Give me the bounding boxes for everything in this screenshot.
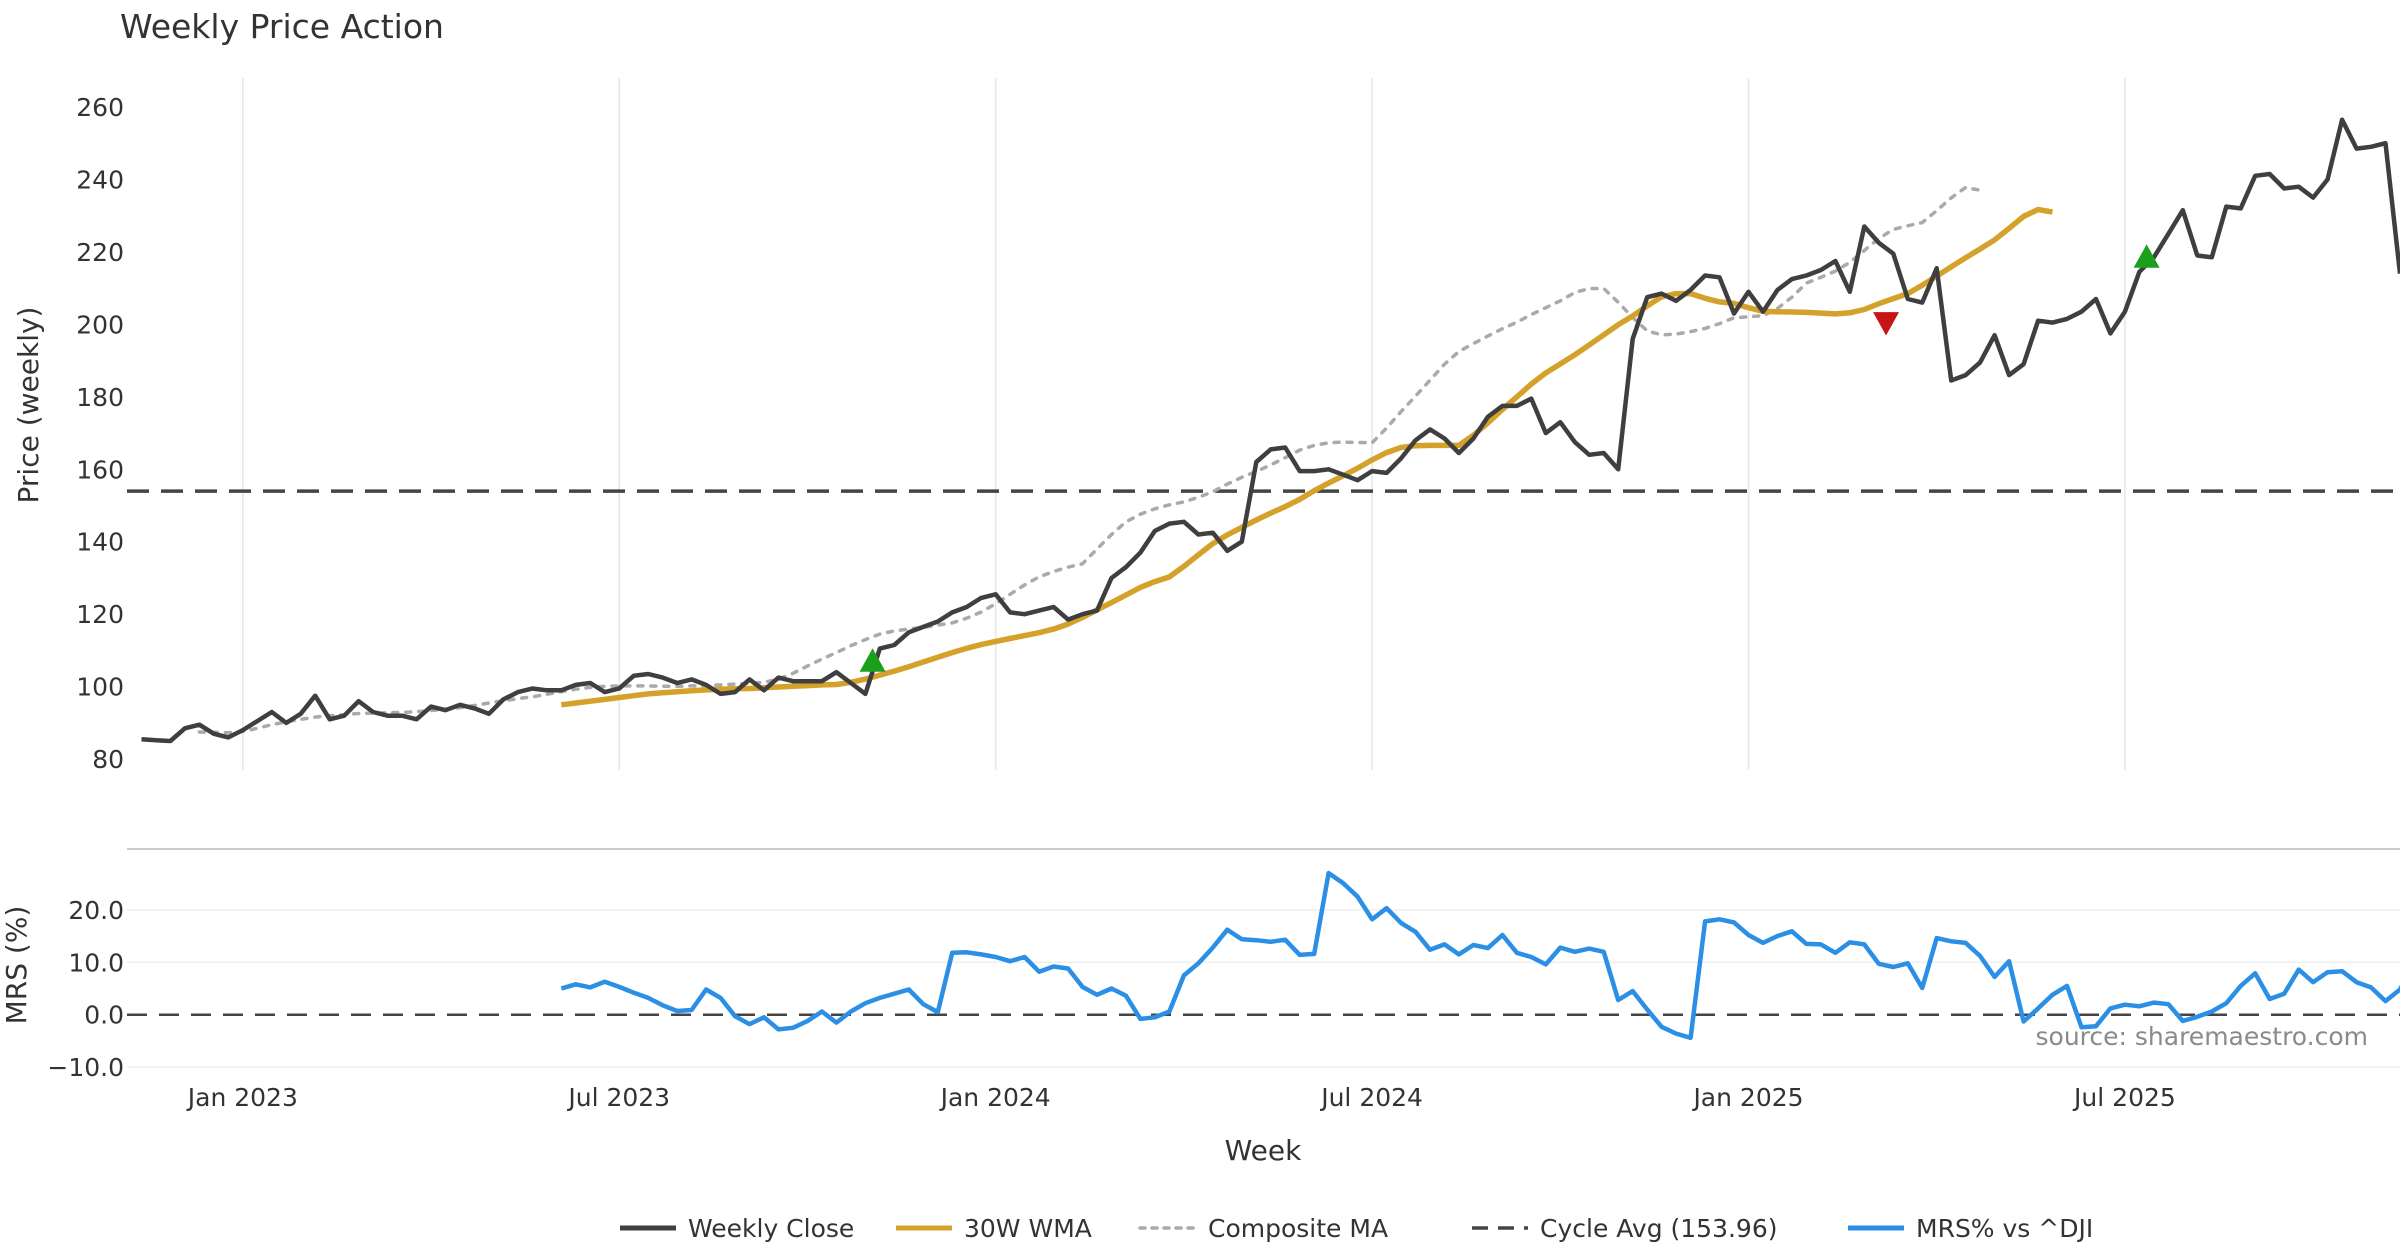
legend-label: Weekly Close	[688, 1214, 854, 1243]
x-tick-label: Jan 2025	[1691, 1083, 1803, 1112]
price-panel: 80 100 120 140 160 180 200 220 240 260 Price (wee…	[12, 78, 2400, 774]
mrs-y-tick: −10.0	[47, 1053, 124, 1082]
sell-marker	[1873, 312, 1900, 336]
price-y-tick: 260	[76, 93, 124, 122]
mrs-y-ticks: 20.0 10.0 0.0 −10.0	[47, 896, 124, 1082]
buy-marker	[859, 648, 886, 672]
mrs-y-tick: 0.0	[84, 1001, 124, 1030]
chart-title: Weekly Price Action	[120, 7, 444, 46]
x-tick-label: Jan 2023	[186, 1083, 298, 1112]
legend-label: 30W WMA	[964, 1214, 1092, 1243]
weekly-close-line	[141, 117, 2400, 744]
price-y-ticks: 80 100 120 140 160 180 200 220 240 260	[76, 93, 124, 774]
price-y-tick: 180	[76, 383, 124, 412]
mrs-line	[560, 870, 2400, 1041]
mrs-gridlines	[127, 909, 2400, 1068]
x-tick-label: Jul 2024	[1319, 1083, 1423, 1112]
legend-label: Cycle Avg (153.96)	[1540, 1214, 1778, 1243]
source-note: source: sharemaestro.com	[2036, 1022, 2369, 1051]
price-y-tick: 220	[76, 238, 124, 267]
x-tick-label: Jul 2023	[566, 1083, 670, 1112]
mrs-panel: 20.0 10.0 0.0 −10.0 MRS (%) source: sharema…	[0, 870, 2400, 1082]
mrs-y-tick: 10.0	[68, 948, 124, 977]
price-y-tick: 100	[76, 673, 124, 702]
price-gridlines	[242, 78, 2126, 770]
mrs-y-axis-label: MRS (%)	[0, 906, 33, 1025]
price-y-tick: 200	[76, 310, 124, 339]
wma30-line	[560, 206, 2053, 708]
legend-label: MRS% vs ^DJI	[1916, 1214, 2093, 1243]
legend-label: Composite MA	[1208, 1214, 1388, 1243]
x-axis-label: Week	[1225, 1134, 1302, 1167]
price-y-tick: 240	[76, 165, 124, 194]
x-ticks: Jan 2023 Jul 2023 Jan 2024 Jul 2024 Jan 2025…	[186, 1083, 2176, 1112]
buy-marker	[2133, 244, 2160, 268]
composite-ma-line	[197, 185, 1982, 735]
price-y-tick: 80	[92, 745, 124, 774]
price-y-tick: 160	[76, 455, 124, 484]
mrs-y-tick: 20.0	[68, 896, 124, 925]
x-tick-label: Jan 2024	[939, 1083, 1051, 1112]
price-y-tick: 120	[76, 600, 124, 629]
signal-markers	[859, 244, 2160, 672]
x-tick-label: Jul 2025	[2072, 1083, 2176, 1112]
legend: Weekly Close 30W WMA Composite MA Cycle Avg…	[620, 1214, 2093, 1243]
price-y-axis-label: Price (weekly)	[12, 307, 45, 504]
price-y-tick: 140	[76, 528, 124, 557]
